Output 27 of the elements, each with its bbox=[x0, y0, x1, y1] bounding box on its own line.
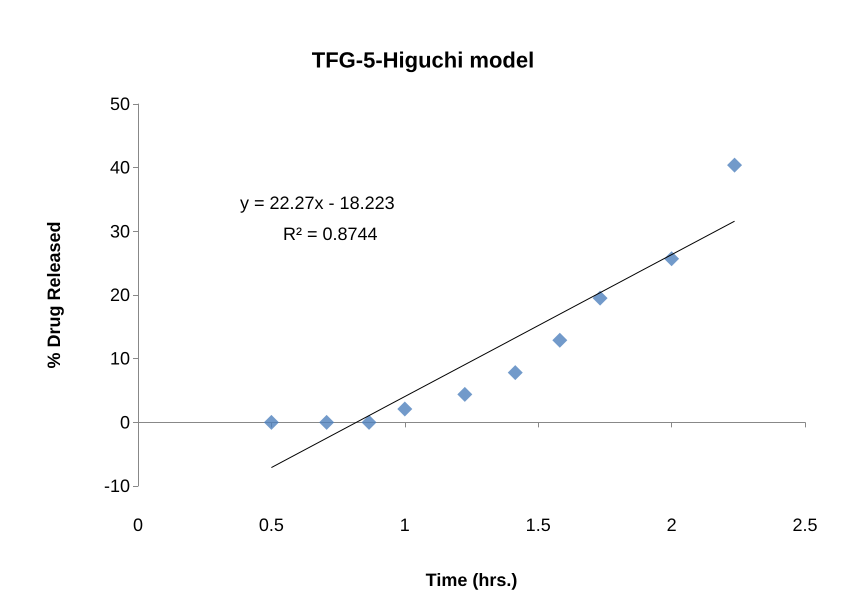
x-tick-label: 1.5 bbox=[526, 515, 551, 535]
y-tick-label: 10 bbox=[110, 348, 130, 369]
x-tick-label: 0 bbox=[132, 515, 144, 535]
x-axis-title: Time (hrs.) bbox=[426, 570, 518, 590]
point bbox=[508, 365, 523, 380]
point bbox=[264, 414, 279, 430]
y-tick-label: 20 bbox=[110, 285, 130, 305]
annotation: R² = 0.8744 bbox=[283, 224, 378, 244]
y-tick-label: 0 bbox=[120, 412, 130, 432]
x-tick-label: 2.5 bbox=[792, 515, 818, 535]
point bbox=[457, 386, 472, 402]
point bbox=[552, 332, 568, 348]
x-tick-label: 1 bbox=[400, 515, 410, 535]
y-tick-label: 40 bbox=[110, 158, 130, 178]
y-tick-label: 50 bbox=[110, 94, 130, 114]
point bbox=[592, 290, 608, 306]
point bbox=[727, 158, 742, 173]
chart-title: TFG-5-Higuchi model bbox=[312, 48, 534, 72]
x-tick-label: 2 bbox=[666, 515, 677, 535]
point bbox=[319, 414, 334, 430]
y-tick-label: 30 bbox=[110, 221, 130, 242]
y-tick-label: -10 bbox=[104, 476, 130, 496]
x-tick-label: 0.5 bbox=[258, 515, 284, 535]
point bbox=[362, 414, 377, 430]
annotation: y = 22.27x - 18.223 bbox=[240, 193, 395, 213]
point bbox=[397, 401, 412, 416]
y-axis-title: % Drug Released bbox=[44, 221, 64, 369]
